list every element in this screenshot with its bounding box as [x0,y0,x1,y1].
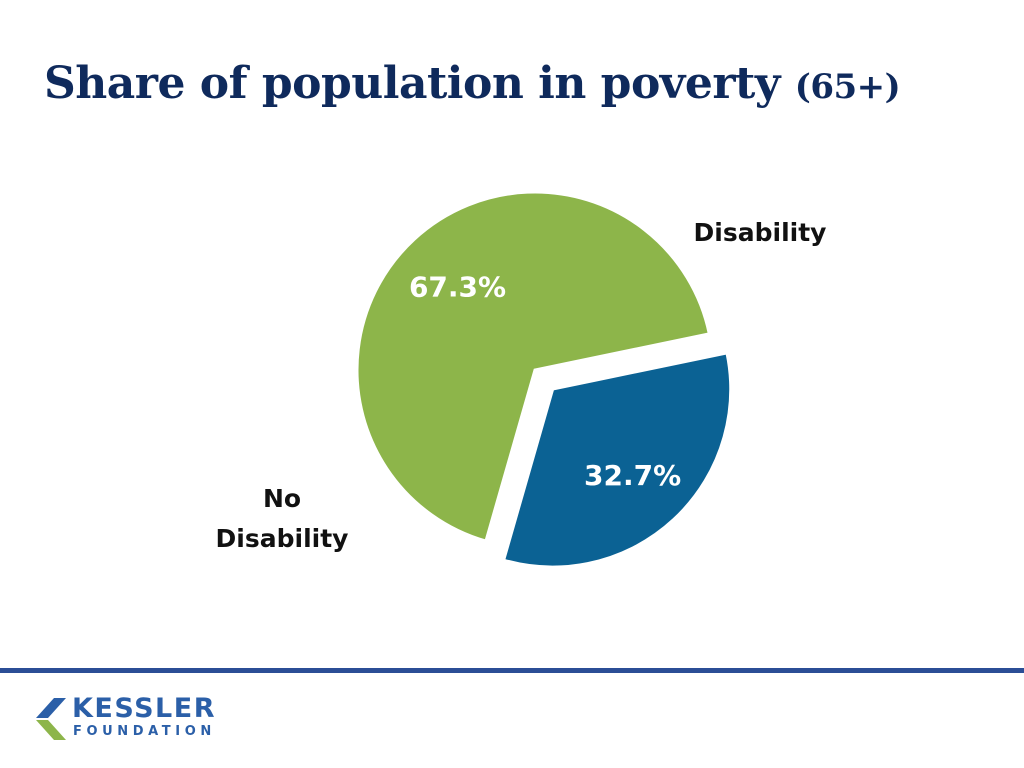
pie-category-label: No [263,484,301,513]
slide-title: Share of population in poverty (65+) [44,58,901,109]
slide-title-main: Share of population in poverty [44,58,780,109]
logo-wordmark: KESSLER [72,693,216,724]
pie-category-label: Disability [216,524,349,553]
kessler-logo: KESSLER FOUNDATION [32,694,232,750]
pie-category-label: Disability [694,218,827,247]
logo-subword: FOUNDATION [73,724,216,739]
kessler-chevron-icon [36,698,66,740]
chevron-upper [36,698,66,718]
pie-value-label: 32.7% [584,459,681,492]
pie-slice-disability [355,190,712,543]
footer-rule [0,668,1024,673]
pie-value-label: 67.3% [409,270,506,303]
slide-title-suffix: (65+) [794,67,901,107]
chevron-lower [36,720,66,740]
pie-chart: 67.3% Disability 32.7% No Disability [216,190,827,569]
pie-slice-no-disability [501,351,733,569]
